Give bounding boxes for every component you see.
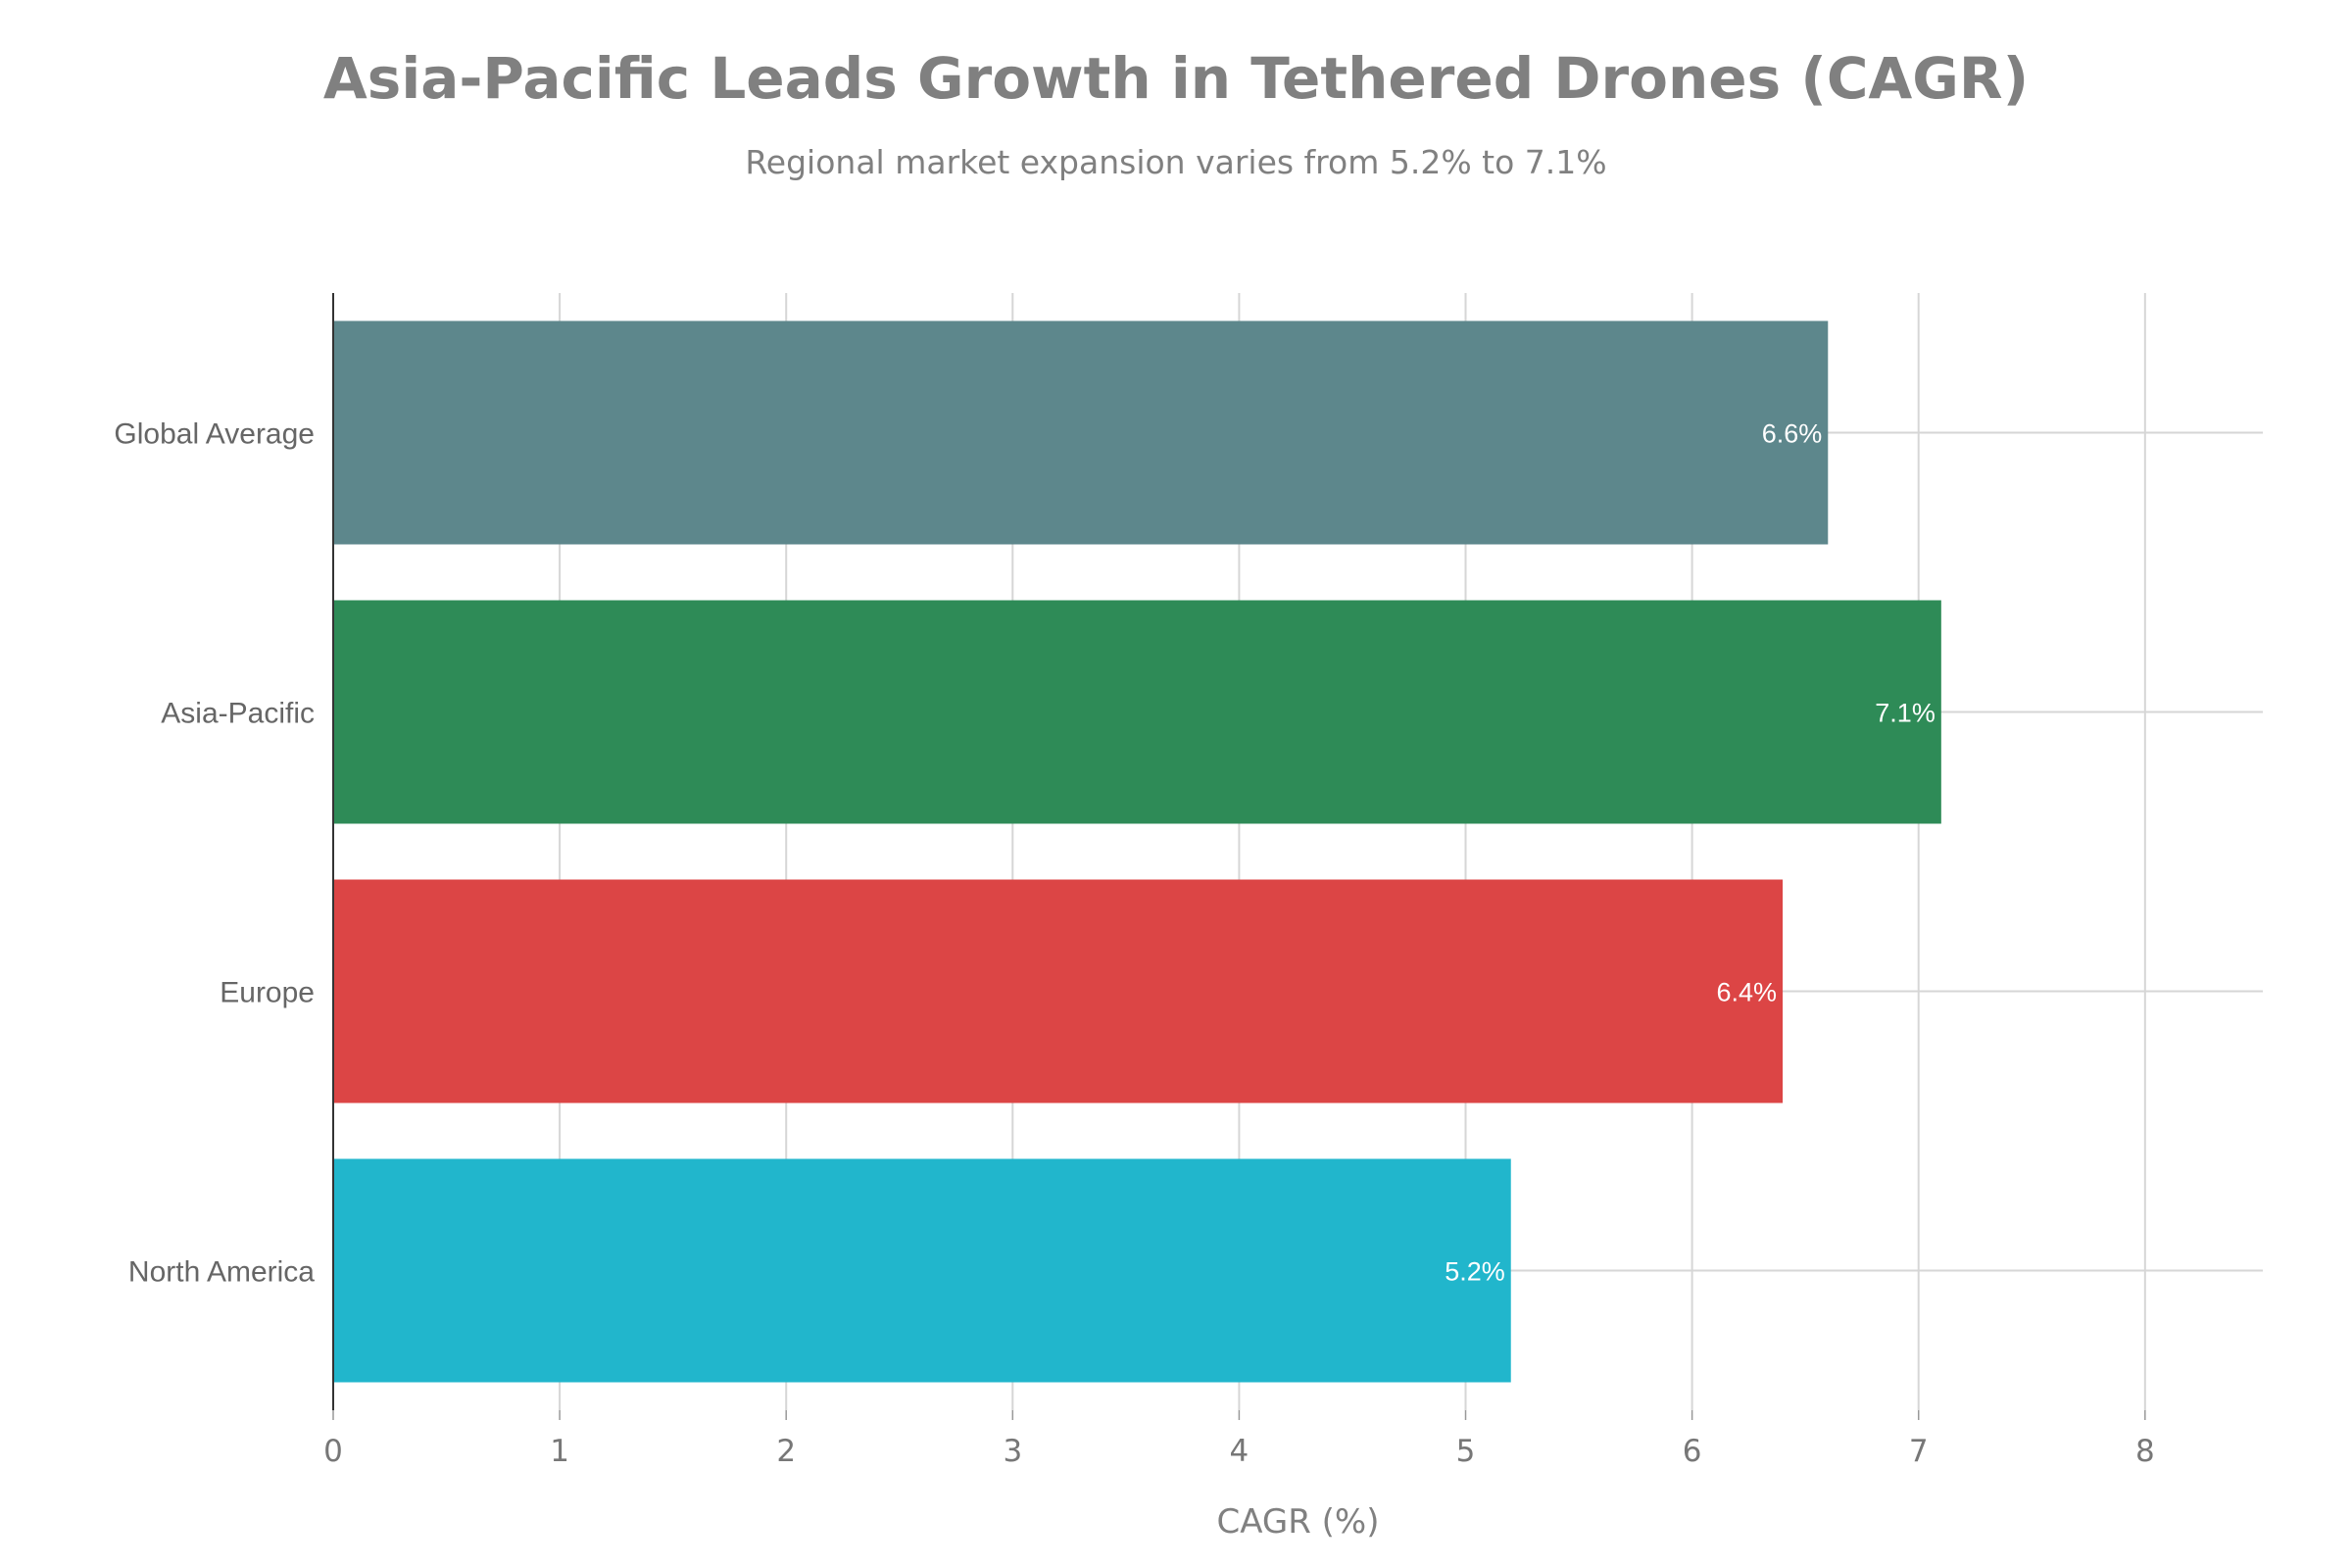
data-label: 6.4% bbox=[1717, 978, 1778, 1007]
data-label: 6.6% bbox=[1762, 419, 1823, 449]
data-label: 5.2% bbox=[1445, 1257, 1505, 1287]
y-category-label: Global Average bbox=[114, 418, 315, 451]
x-tick-label: 6 bbox=[1683, 1434, 1702, 1469]
chart-title: Asia-Pacific Leads Growth in Tethered Dr… bbox=[322, 45, 2030, 112]
x-tick-label: 3 bbox=[1003, 1434, 1022, 1469]
y-category-label: Asia-Pacific bbox=[161, 698, 315, 730]
bar-north-america bbox=[333, 1158, 1511, 1383]
x-tick-label: 0 bbox=[323, 1434, 343, 1469]
x-tick-label: 7 bbox=[1909, 1434, 1929, 1469]
x-axis-title: CAGR (%) bbox=[1216, 1502, 1379, 1542]
x-tick-label: 4 bbox=[1230, 1434, 1250, 1469]
x-tick-label: 2 bbox=[776, 1434, 796, 1469]
y-category-label: North America bbox=[128, 1256, 315, 1289]
y-category-label: Europe bbox=[220, 977, 315, 1009]
bar-europe bbox=[333, 879, 1784, 1103]
x-tick-label: 8 bbox=[2135, 1434, 2155, 1469]
bar-asia-pacific bbox=[333, 600, 1941, 824]
data-label: 7.1% bbox=[1875, 699, 1936, 728]
x-tick-label: 5 bbox=[1456, 1434, 1476, 1469]
chart-subtitle: Regional market expansion varies from 5.… bbox=[745, 143, 1607, 181]
bar-global-average bbox=[333, 320, 1829, 545]
x-tick-label: 1 bbox=[550, 1434, 569, 1469]
